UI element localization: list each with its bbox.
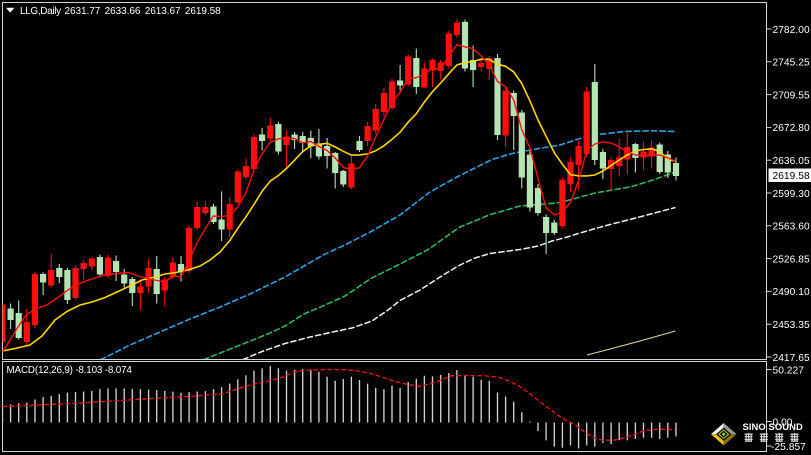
svg-text:LLG,Daily: LLG,Daily bbox=[20, 6, 61, 17]
svg-text:2745.25: 2745.25 bbox=[773, 58, 810, 69]
svg-text:2709.55: 2709.55 bbox=[773, 90, 810, 101]
svg-text:-25.857: -25.857 bbox=[771, 442, 806, 453]
svg-text:50.227: 50.227 bbox=[773, 365, 805, 376]
svg-text:2526.85: 2526.85 bbox=[773, 254, 810, 265]
svg-text:2490.10: 2490.10 bbox=[773, 287, 810, 298]
svg-text:2619.58: 2619.58 bbox=[773, 171, 810, 182]
svg-text:2631.77 2633.66 2613.67 2619.5: 2631.77 2633.66 2613.67 2619.58 bbox=[65, 6, 222, 17]
svg-text:2599.30: 2599.30 bbox=[773, 189, 810, 200]
svg-text:SINO SOUND: SINO SOUND bbox=[743, 421, 804, 432]
svg-text:2453.35: 2453.35 bbox=[773, 320, 810, 331]
svg-text:2417.65: 2417.65 bbox=[773, 353, 810, 364]
svg-text:2636.05: 2636.05 bbox=[773, 156, 810, 167]
svg-text:MACD(12,26,9) -8.103 -8.074: MACD(12,26,9) -8.103 -8.074 bbox=[7, 365, 133, 376]
svg-text:0.00: 0.00 bbox=[773, 417, 793, 428]
svg-text:2563.60: 2563.60 bbox=[773, 222, 810, 233]
svg-text:2782.00: 2782.00 bbox=[773, 25, 810, 36]
svg-text:2672.80: 2672.80 bbox=[773, 123, 810, 134]
